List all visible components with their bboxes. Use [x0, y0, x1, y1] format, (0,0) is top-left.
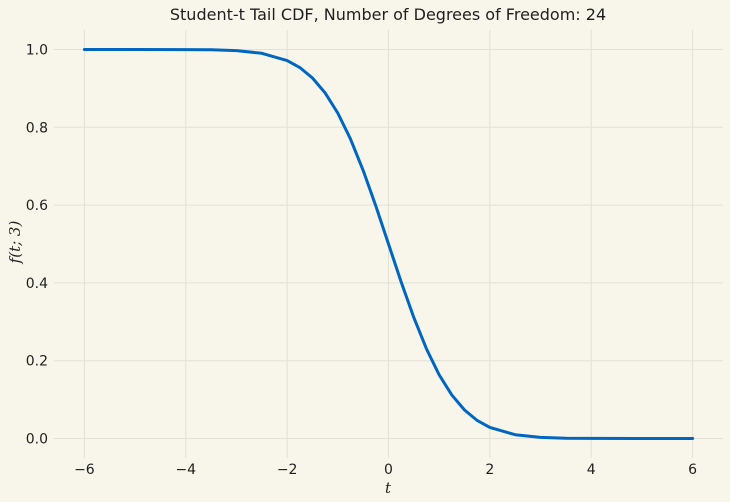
- x-tick-label: 4: [587, 462, 596, 478]
- y-tick-label: 0.4: [26, 276, 48, 292]
- x-tick-label: −6: [74, 462, 95, 478]
- x-tick-label: −4: [175, 462, 196, 478]
- x-tick-label: 2: [485, 462, 494, 478]
- tick-labels: −6 −4 −2 0 2 4 6 0.0 0.2 0.4 0.6 0.8 1.0: [26, 42, 697, 478]
- cdf-series-line: [82, 47, 695, 441]
- x-tick-label: 0: [384, 462, 393, 478]
- x-axis-label: t: [385, 479, 392, 497]
- grid: [54, 30, 723, 458]
- y-tick-label: 0.8: [26, 120, 48, 136]
- x-tick-label: 6: [688, 462, 697, 478]
- series-layer: [82, 47, 695, 441]
- x-tick-label: −2: [277, 462, 298, 478]
- y-tick-label: 0.2: [26, 354, 48, 370]
- y-axis-label: f(t; 3): [6, 221, 24, 265]
- y-tick-label: 0.6: [26, 198, 48, 214]
- y-tick-label: 0.0: [26, 432, 48, 448]
- chart-title: Student-t Tail CDF, Number of Degrees of…: [170, 5, 606, 24]
- y-tick-label: 1.0: [26, 42, 48, 58]
